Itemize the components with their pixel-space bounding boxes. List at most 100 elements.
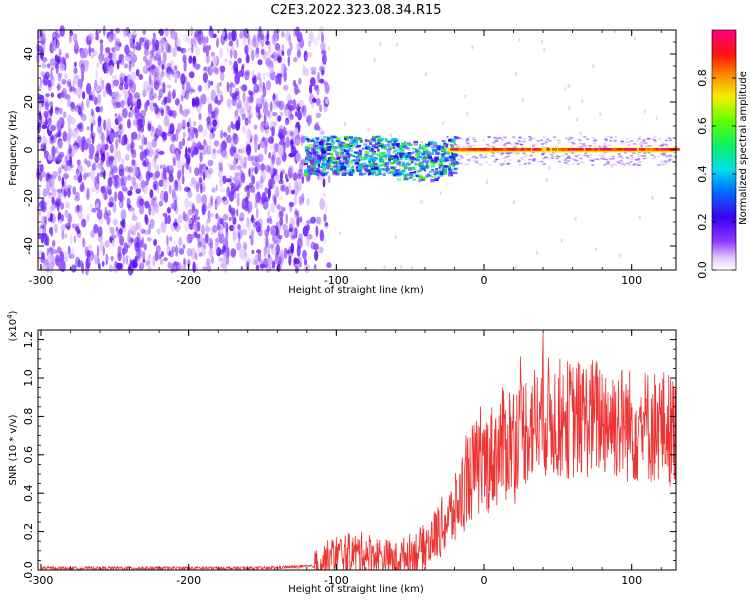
spectrogram-cell [353,143,358,145]
spectrogram-cell [94,177,97,188]
spectrogram-cell [186,36,190,44]
spectrogram-cell [150,87,154,95]
spectrogram-cell [298,99,304,108]
spectrogram-cell [278,49,282,58]
spectrogram-cell [236,196,240,207]
spectrogram-cell [111,234,117,239]
spectrogram-cell [172,89,176,99]
spectrogram-cell [291,234,297,239]
spectrogram-cell [278,74,282,86]
spectrogram-cell [72,186,76,195]
spectrogram-cell [289,42,293,52]
spectrogram-cell [192,261,196,274]
spectrogram-cell [123,242,129,255]
spectrogram-cell [462,148,469,151]
spectrogram-cell [270,243,276,255]
spectrogram-cell [73,67,78,75]
spectrogram-cell [364,139,368,143]
spectrogram-cell [344,169,347,172]
spectrogram-cell [236,165,242,171]
spectrogram-cell [662,152,665,157]
spectrogram-cell [178,141,183,150]
spectrogram-cell [122,28,128,38]
spectrogram-cell [187,208,194,216]
spectrogram-cell [95,85,101,92]
spectrogram-cell [480,155,483,160]
spectrogram-cell [267,187,271,199]
spectrogram-cell [301,176,305,184]
spectrogram-cell [530,152,534,154]
spectrogram-cell [666,161,670,163]
spectrogram-cell [636,155,640,158]
x-tick-label: -200 [176,574,201,587]
spectrogram-cell [317,34,321,40]
spectrogram-cell [271,260,276,269]
spectrogram-cell [254,259,258,265]
spectrogram-cell [365,145,370,149]
spectrogram-cell [593,142,597,144]
spectrogram-cell [97,115,102,123]
spectrogram-cell [652,139,656,141]
spectrogram-cell [124,63,128,69]
spectrogram-cell [234,109,239,117]
spectrogram-cell [86,98,90,108]
spectrogram-cell [68,128,73,139]
spectrogram-cell [240,266,244,271]
spectrogram-cell [250,111,253,120]
spectrogram-cell [484,153,488,155]
spectrogram-cell [255,264,260,271]
spectrogram-cell [533,143,537,146]
spectrogram-cell [381,152,386,156]
spectrogram-cell [60,95,63,107]
spectrogram-cell [338,163,343,166]
spectrogram-cell [281,44,285,53]
spectrogram-cell [275,74,280,85]
spectrogram-cell [543,142,546,145]
spectrogram-cell [131,159,136,166]
spectrogram-cell [412,158,417,161]
spectrogram-cell [377,167,383,171]
spectrogram-cell [87,143,92,149]
spectrogram-cell [518,164,522,166]
spectrogram-cell [164,39,169,49]
spectrogram-cell [264,164,271,173]
spectrogram-cell [50,226,54,237]
spectrogram-cell [333,172,337,176]
spectrogram-cell [542,136,546,138]
spectrogram-cell [171,69,175,76]
spectrogram-cell [197,37,203,46]
spectrogram-cell [293,194,298,205]
spectrogram-cell [67,99,72,107]
spectrogram-cell [67,187,71,198]
spectrogram-cell [121,218,126,229]
spectrogram-cell [220,65,226,73]
spectrogram-cell [194,46,201,56]
spectrogram-cell [397,148,402,151]
spectrogram-cell [282,224,288,231]
spectrogram-cell [448,173,453,177]
spectrogram-cell [637,158,641,160]
spectrogram-cell [172,196,176,208]
spectrogram-cell [80,113,87,122]
spectrogram-cell [323,213,327,223]
spectrogram-cell [515,71,518,76]
spectrogram-cell [103,194,108,200]
spectrogram-cell [160,221,167,233]
spectrogram-cell [189,166,192,174]
spectrogram-cell [437,147,441,151]
spectrogram-cell [314,84,319,91]
spectrogram-cell [146,140,153,151]
spectrogram-cell [330,137,335,140]
spectrogram-cell [179,104,183,114]
spectrogram-cell [154,104,159,115]
spectrogram-cell [285,30,291,42]
spectrogram-cell [470,157,474,159]
spectrogram-cell [643,155,647,157]
spectrogram-cell [387,172,391,175]
spectrogram-cell [410,157,416,160]
spectrogram-cell [503,160,507,163]
spectrogram-cell [399,158,403,161]
spectrogram-cell [278,103,282,110]
spectrogram-cell [229,103,232,114]
spectrogram-cell [369,149,372,152]
